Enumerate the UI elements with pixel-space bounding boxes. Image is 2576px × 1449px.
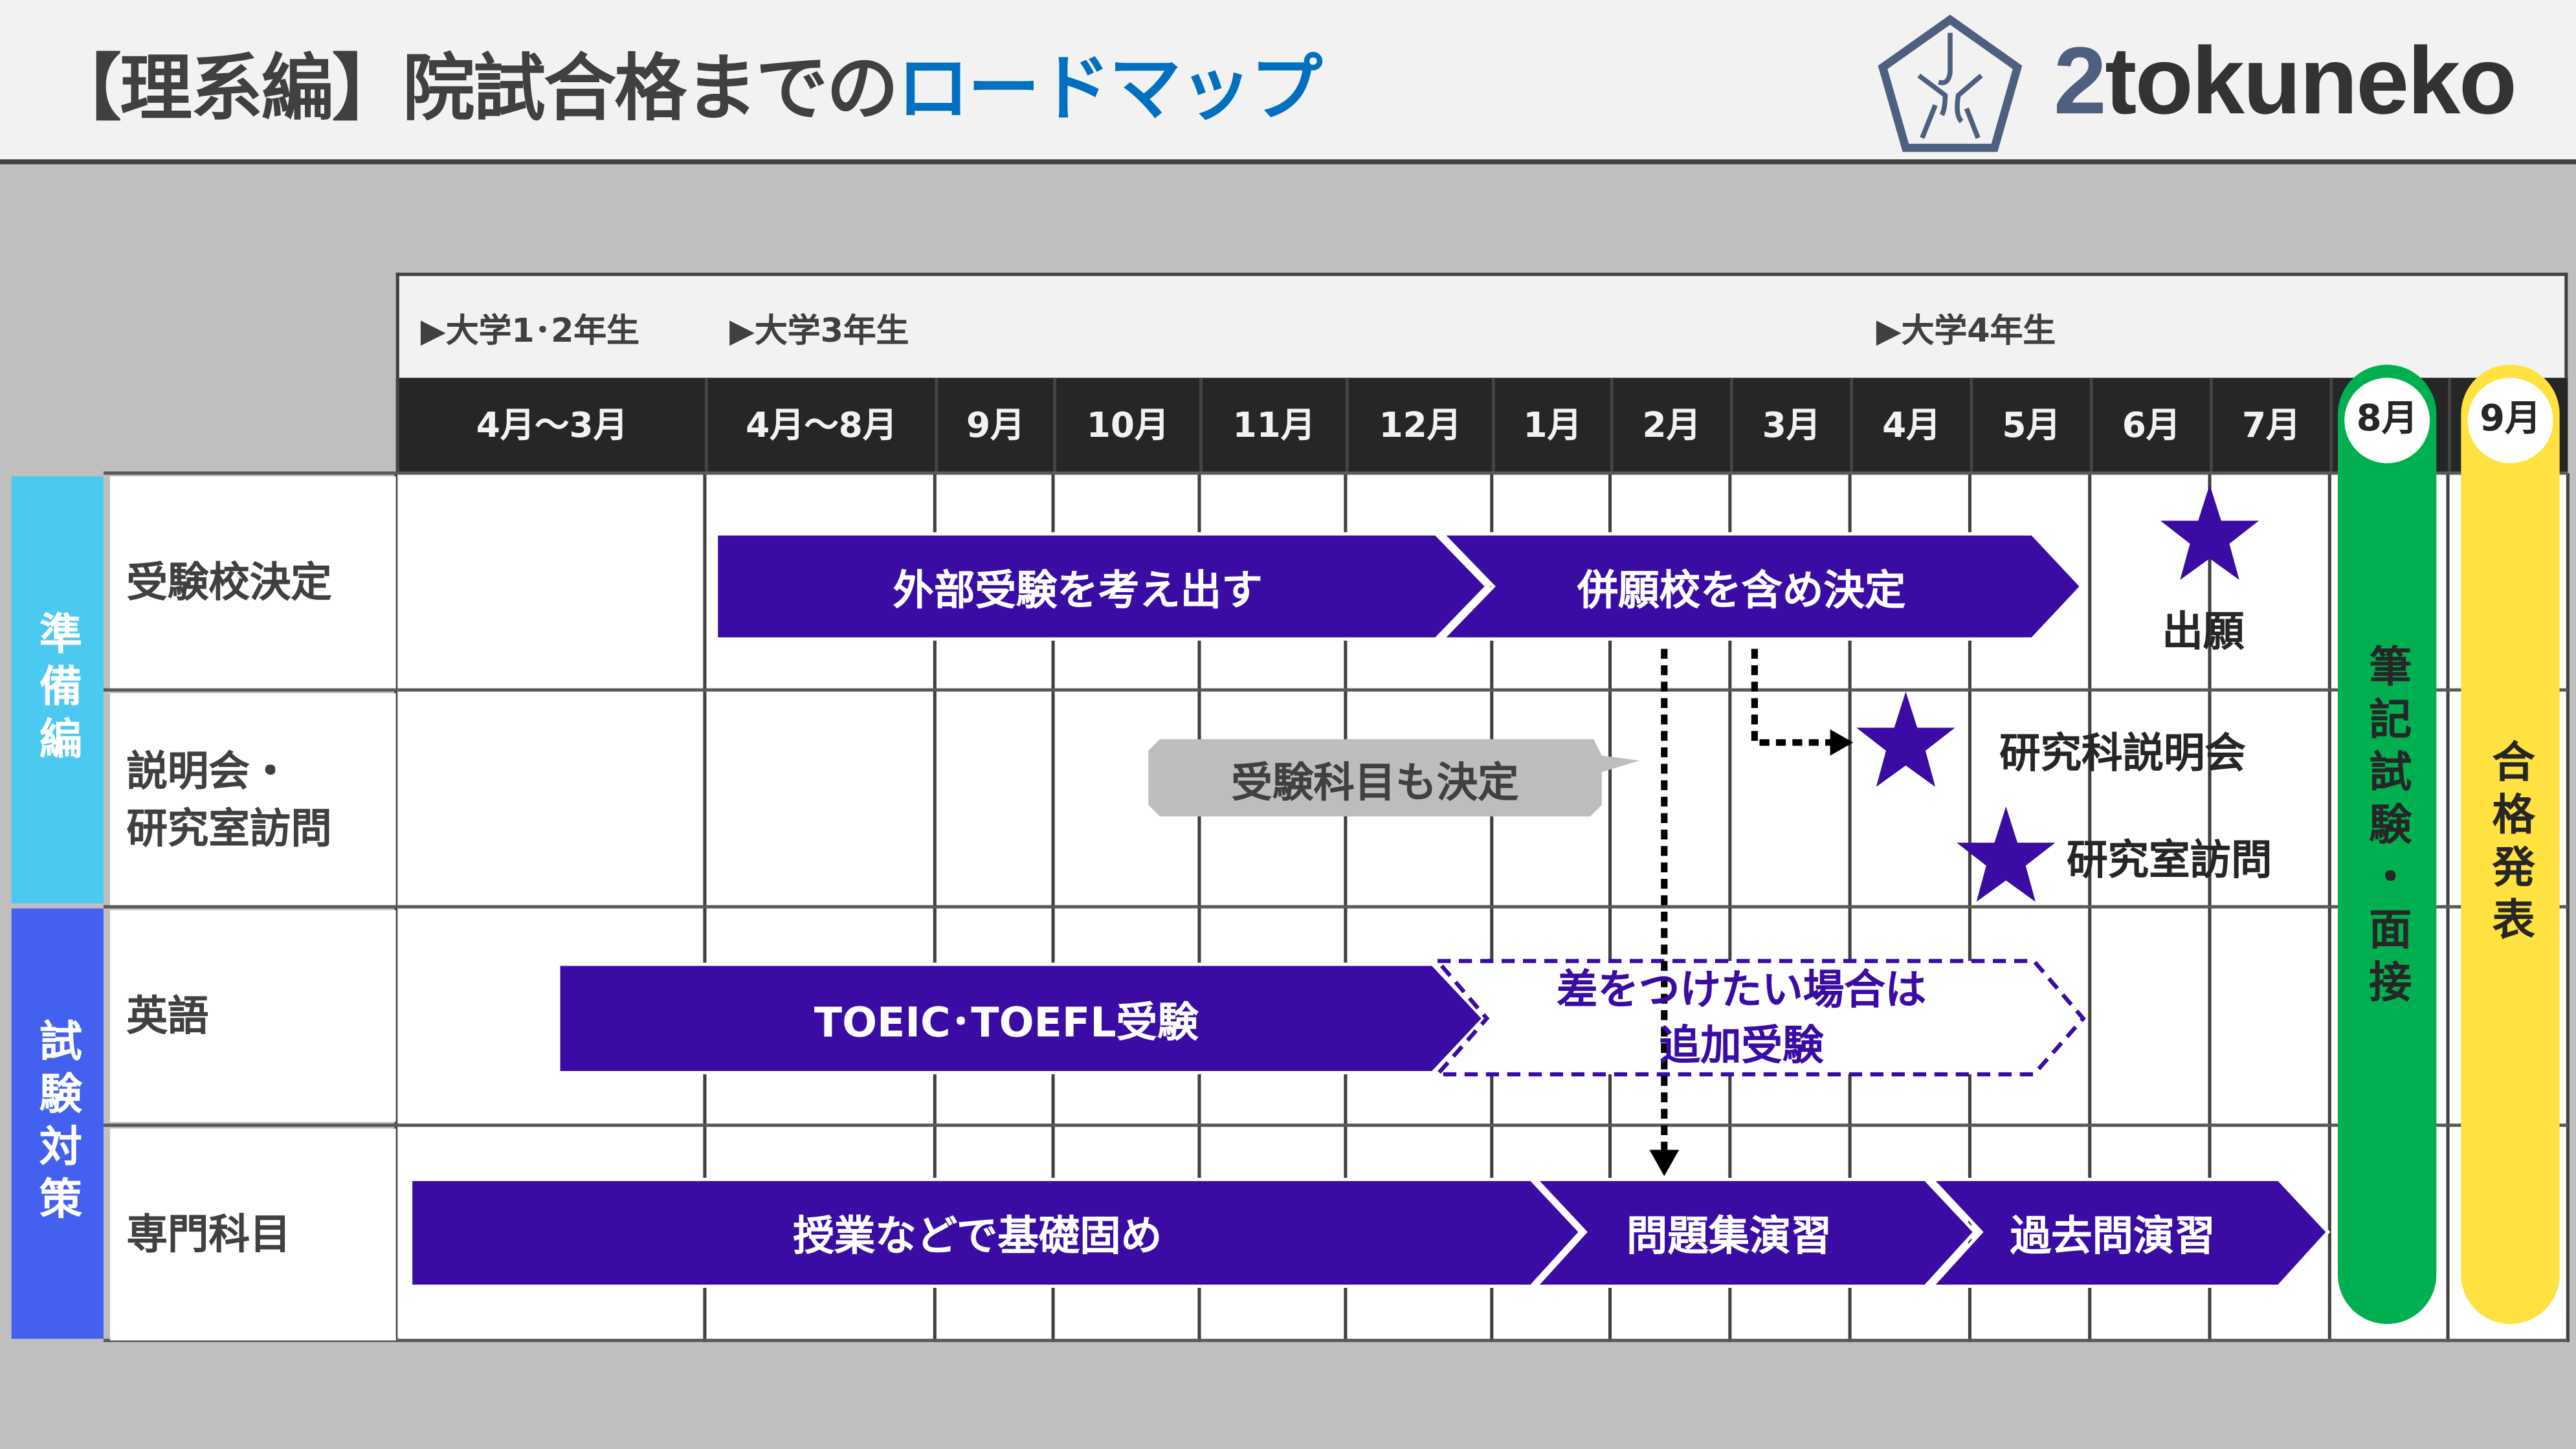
row-label-info-session: 説明会・ 研究室訪問 [110,693,396,905]
dotted-arrow-right [1751,648,1834,746]
bar-decide-schools [1438,532,2084,641]
category-exam-prep: 試験対策 [11,908,104,1339]
grid-hline [103,905,2568,909]
page-title: 【理系編】院試合格までのロードマップ [49,30,1322,135]
month-header [2329,377,2448,474]
grid-hline [103,1338,2568,1342]
grid-hline [103,1123,2568,1127]
month-header: 9月 [935,377,1053,474]
year-label: ▶大学1･2年生 [420,310,639,350]
logo-rest: tokuneko [2105,28,2517,135]
row-label-school-decision: 受験校決定 [110,476,396,689]
bar-label-extra: 差をつけたい場合は 追加受験 [1438,962,2045,1074]
bar-consider-external [715,532,1489,641]
bar-problem-sets [1532,1177,1977,1289]
month-header: 3月 [1729,377,1850,474]
row-label-english: 英語 [110,910,396,1122]
bar-label: 外部受験を考え出す [893,566,1263,615]
year-row [395,272,2568,378]
bar-extra-exam [1432,958,2086,1077]
month-row [395,377,2568,474]
result-month: 9月 [2467,377,2553,463]
exam-label: 筆記試験・面接 [2361,644,2411,1012]
milestone-apply: 出願 [2162,608,2245,656]
callout-text: 受験科目も決定 [1231,758,1519,807]
title-bar [0,0,2576,164]
month-header: 11月 [1199,377,1346,474]
bar-past-exams [1928,1177,2331,1289]
arrowhead-right [1830,729,1854,756]
milestone-info-session: 研究科説明会 [1999,729,2246,777]
title-accent: ロードマップ [896,47,1322,132]
month-header: 4月 [1850,377,1970,474]
logo-text: 2tokuneko [2053,27,2517,137]
star-icon [2160,484,2260,581]
star-icon [1957,806,2056,902]
bar-label: 併願校を含め決定 [1577,566,1906,615]
logo-two: 2 [2053,28,2107,135]
bar-toeic [557,962,1486,1075]
bar-label: 問題集演習 [1626,1212,1832,1260]
category-preparation: 準備編 [11,476,104,904]
month-header: 7月 [2210,377,2329,474]
bar-label: 授業などで基礎固め [793,1212,1162,1260]
exam-month: 8月 [2344,377,2430,463]
star-icon [1856,691,1955,787]
month-header: 2月 [1610,377,1730,474]
callout-shape [1148,739,1640,817]
logo-icon [1878,14,2023,152]
extra-line1: 差をつけたい場合は [1556,966,1927,1014]
exam-pill [2338,364,2437,1324]
bar-label: TOEIC･TOEFL受験 [814,999,1199,1046]
month-header: 12月 [1345,377,1492,474]
month-header: 4月〜8月 [704,377,935,474]
result-label: 合格発表 [2485,739,2535,950]
bar-label: 過去問演習 [2010,1212,2215,1260]
grid-hline [103,688,2568,692]
year-label: ▶大学3年生 [729,310,909,350]
milestone-lab-visit: 研究室訪問 [2067,835,2272,884]
bar-basics [409,1177,1583,1289]
month-header: 6月 [2089,377,2210,474]
year-label: ▶大学4年生 [1876,310,2056,350]
month-header: 1月 [1491,377,1610,474]
month-header: 5月 [1970,377,2089,474]
row-label-major: 専門科目 [110,1128,396,1341]
extra-line2: 追加受験 [1659,1021,1824,1070]
result-pill [2461,364,2560,1324]
grid-hline [103,471,2568,475]
arrowhead-down [1649,1149,1680,1177]
month-header: 4月〜3月 [395,377,705,474]
month-header [2448,377,2568,474]
month-header: 10月 [1053,377,1199,474]
title-prefix: 【理系編】院試合格までの [49,47,898,132]
